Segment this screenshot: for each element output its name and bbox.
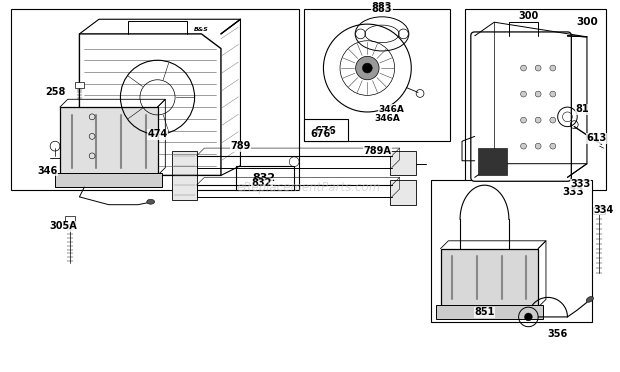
Circle shape — [550, 143, 556, 149]
Circle shape — [535, 143, 541, 149]
Text: 474: 474 — [148, 129, 167, 140]
Circle shape — [525, 313, 533, 321]
Text: 789A: 789A — [363, 146, 391, 156]
Bar — [60, 107, 157, 176]
Text: 676: 676 — [311, 129, 330, 140]
Text: 300: 300 — [576, 17, 598, 27]
Ellipse shape — [147, 199, 154, 204]
Bar — [74, 82, 84, 87]
Text: 676: 676 — [314, 125, 336, 135]
Circle shape — [535, 117, 541, 123]
Circle shape — [521, 91, 526, 97]
Text: 346: 346 — [37, 166, 57, 176]
Ellipse shape — [587, 296, 593, 302]
Bar — [172, 151, 197, 200]
Text: B&S: B&S — [194, 26, 209, 32]
FancyBboxPatch shape — [471, 32, 572, 181]
Circle shape — [535, 65, 541, 71]
Bar — [436, 305, 543, 319]
Text: eReplacementParts.com: eReplacementParts.com — [237, 181, 381, 193]
Bar — [431, 180, 592, 322]
Circle shape — [521, 65, 526, 71]
Text: 356: 356 — [547, 328, 568, 339]
Text: 883: 883 — [372, 4, 392, 15]
Text: 300: 300 — [518, 11, 539, 21]
Bar — [465, 10, 606, 190]
Bar — [304, 10, 450, 141]
Bar — [55, 173, 162, 187]
Text: 346A: 346A — [379, 105, 405, 113]
Text: 832: 832 — [252, 178, 272, 188]
Bar — [390, 180, 416, 205]
Text: 81: 81 — [575, 104, 589, 114]
Text: 883: 883 — [372, 3, 392, 12]
Text: 346A: 346A — [374, 114, 400, 123]
Circle shape — [521, 117, 526, 123]
Circle shape — [550, 65, 556, 71]
Text: 333: 333 — [570, 179, 590, 189]
Circle shape — [521, 143, 526, 149]
Bar — [65, 217, 74, 224]
Circle shape — [535, 91, 541, 97]
Bar — [236, 166, 294, 190]
Text: 832: 832 — [252, 173, 275, 183]
Text: 305A: 305A — [49, 221, 77, 231]
Bar — [441, 248, 538, 307]
Bar — [477, 148, 507, 176]
Text: 613: 613 — [587, 133, 607, 143]
Circle shape — [363, 63, 372, 73]
Text: 851: 851 — [474, 307, 495, 317]
Circle shape — [550, 117, 556, 123]
Text: 258: 258 — [45, 87, 65, 97]
Bar — [390, 151, 416, 176]
Circle shape — [356, 56, 379, 80]
Text: 334: 334 — [593, 205, 614, 215]
Bar — [593, 206, 604, 214]
Bar — [304, 119, 348, 141]
Text: 333: 333 — [562, 187, 584, 197]
Circle shape — [550, 91, 556, 97]
Text: 789: 789 — [230, 141, 250, 151]
Bar — [11, 10, 299, 190]
